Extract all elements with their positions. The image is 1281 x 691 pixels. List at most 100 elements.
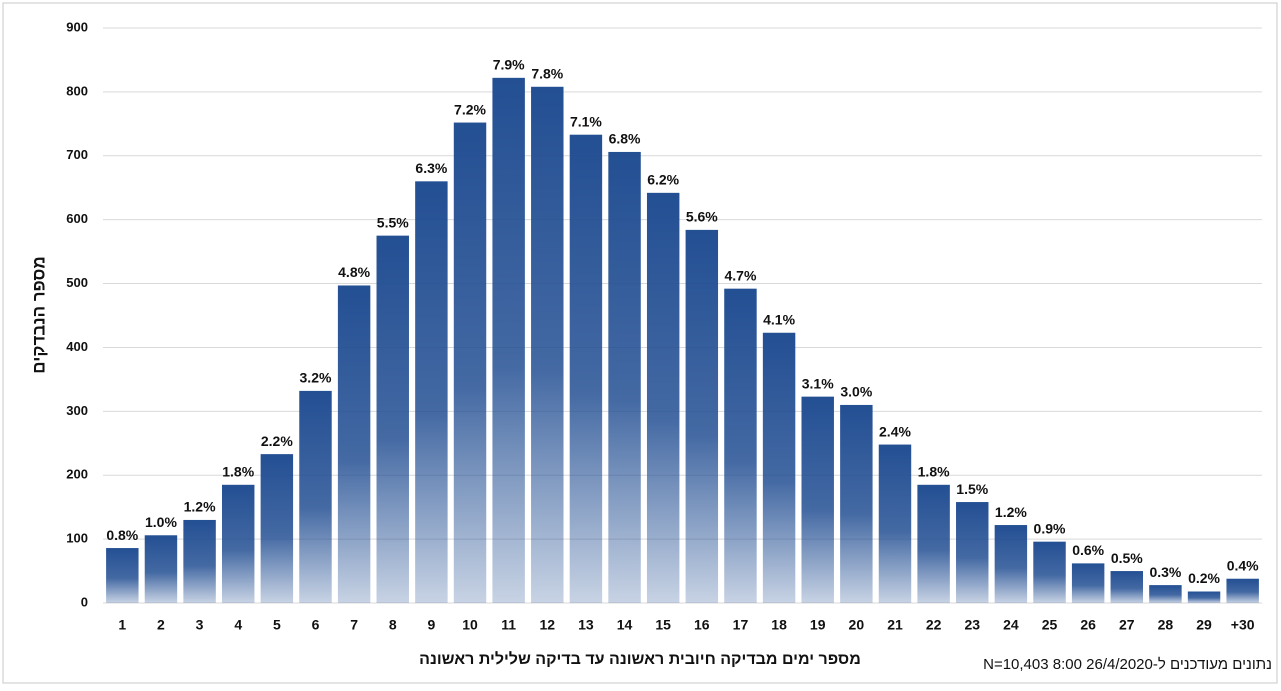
bar xyxy=(183,519,216,603)
bar xyxy=(106,548,139,603)
x-tick-label: 19 xyxy=(810,617,826,633)
percent-label: 0.8% xyxy=(106,527,138,543)
bar xyxy=(994,525,1028,603)
percent-label: 7.2% xyxy=(454,101,486,117)
y-tick-label: 800 xyxy=(66,83,88,98)
x-tick-label: 21 xyxy=(887,617,903,633)
bar xyxy=(724,288,757,603)
x-tick-label: 7 xyxy=(350,617,358,633)
bar xyxy=(260,454,294,603)
y-tick-label: 0 xyxy=(81,594,88,609)
x-tick-label: 13 xyxy=(578,617,594,633)
percent-label: 1.8% xyxy=(222,464,254,480)
bar xyxy=(762,332,796,603)
percent-label: 0.3% xyxy=(1149,564,1181,580)
bar xyxy=(1110,571,1144,603)
percent-label: 0.9% xyxy=(1034,520,1066,536)
x-tick-label: 20 xyxy=(849,617,865,633)
bar xyxy=(917,484,950,603)
bar xyxy=(453,122,487,604)
x-tick-label: 28 xyxy=(1158,617,1174,633)
percent-label: 1.0% xyxy=(145,514,177,530)
y-tick-label: 600 xyxy=(66,211,88,226)
bar xyxy=(1187,591,1221,603)
percent-label: 2.4% xyxy=(879,423,911,439)
y-tick-label: 700 xyxy=(66,147,88,162)
y-tick-label: 400 xyxy=(66,339,88,354)
x-tick-label: 26 xyxy=(1080,617,1096,633)
percent-label: 3.1% xyxy=(802,375,834,391)
percent-label: 7.1% xyxy=(570,113,602,129)
bar xyxy=(840,404,873,603)
percent-label: 1.8% xyxy=(918,464,950,480)
x-tick-label: 18 xyxy=(771,617,787,633)
percent-label: 0.2% xyxy=(1188,570,1220,586)
x-tick-label: 23 xyxy=(964,617,980,633)
x-tick-label: 10 xyxy=(462,617,478,633)
y-tick-label: 500 xyxy=(66,275,88,290)
percent-label: 1.5% xyxy=(956,481,988,497)
percent-label: 7.9% xyxy=(493,57,525,73)
bar xyxy=(376,235,409,603)
percent-label: 1.2% xyxy=(995,504,1027,520)
percent-label: 4.1% xyxy=(763,311,795,327)
x-tick-label: 4 xyxy=(234,617,242,633)
y-tick-label: 100 xyxy=(66,531,88,546)
bar xyxy=(1071,563,1105,603)
y-tick-label: 300 xyxy=(66,403,88,418)
percent-label: 6.3% xyxy=(415,160,447,176)
x-tick-label: 2 xyxy=(157,617,165,633)
x-tick-label: 25 xyxy=(1042,617,1058,633)
x-tick-label: 17 xyxy=(733,617,749,633)
percent-label: 4.8% xyxy=(338,264,370,280)
x-tick-label: 27 xyxy=(1119,617,1135,633)
bar xyxy=(492,77,525,604)
percent-label: 6.8% xyxy=(609,131,641,147)
x-axis-title: מספר ימים מבדיקה חיובית ראשונה עד בדיקה … xyxy=(419,650,861,668)
bar xyxy=(1033,541,1066,603)
x-tick-label: 9 xyxy=(427,617,435,633)
percent-label: 0.6% xyxy=(1072,542,1104,558)
x-tick-label: 22 xyxy=(926,617,942,633)
bar xyxy=(1226,578,1259,603)
bar xyxy=(878,444,912,603)
x-tick-label: 1 xyxy=(118,617,126,633)
x-tick-label: 3 xyxy=(196,617,204,633)
bar xyxy=(801,396,834,603)
bar xyxy=(337,285,371,603)
x-tick-label: 29 xyxy=(1196,617,1212,633)
x-tick-label: 15 xyxy=(655,617,671,633)
x-tick-label: 8 xyxy=(389,617,397,633)
percent-label: 5.5% xyxy=(377,214,409,230)
x-tick-label: 12 xyxy=(539,617,555,633)
percent-label: 5.6% xyxy=(686,209,718,225)
bar xyxy=(646,192,680,604)
y-tick-label: 200 xyxy=(66,467,88,482)
bar xyxy=(608,151,641,603)
percent-label: 3.2% xyxy=(300,370,332,386)
x-tick-label: 14 xyxy=(617,617,633,633)
bar xyxy=(685,229,719,603)
percent-label: 7.8% xyxy=(531,65,563,81)
y-tick-label: 900 xyxy=(66,19,88,34)
percent-label: 2.2% xyxy=(261,433,293,449)
bar xyxy=(1149,585,1182,603)
bar xyxy=(144,535,178,603)
x-tick-label: 16 xyxy=(694,617,710,633)
bar xyxy=(221,484,255,603)
x-tick-label: 5 xyxy=(273,617,281,633)
x-tick-label: +30 xyxy=(1231,617,1255,633)
bar xyxy=(956,502,989,603)
bar xyxy=(569,134,603,603)
x-tick-label: 24 xyxy=(1003,617,1019,633)
percent-label: 3.0% xyxy=(840,384,872,400)
bar xyxy=(299,390,332,603)
percent-label: 6.2% xyxy=(647,172,679,188)
x-tick-label: 11 xyxy=(501,617,516,633)
bar xyxy=(531,86,564,604)
percent-label: 0.4% xyxy=(1227,557,1259,573)
bar xyxy=(415,181,448,604)
percent-label: 0.5% xyxy=(1111,550,1143,566)
percent-label: 1.2% xyxy=(184,499,216,515)
